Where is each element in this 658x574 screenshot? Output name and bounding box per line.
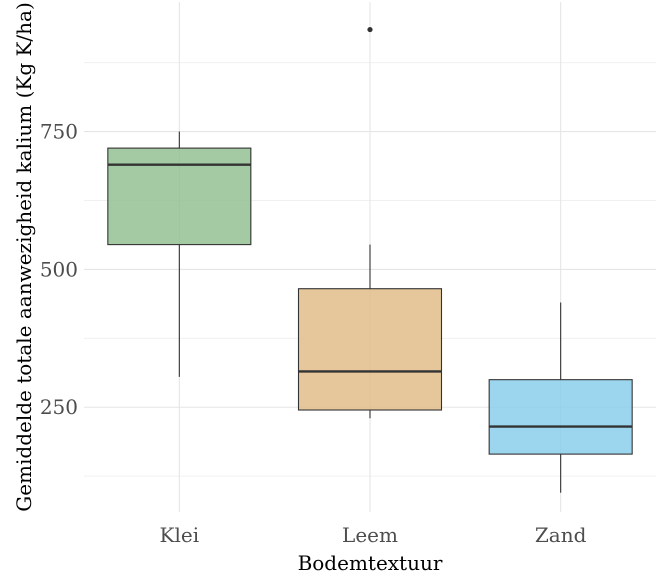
y-tick-label: 500: [40, 257, 78, 281]
y-tick-label: 250: [40, 395, 78, 419]
x-axis-title: Bodemtextuur: [298, 551, 443, 574]
iqr-box: [107, 147, 252, 246]
y-axis-title: Gemiddelde totale aanwezigheid kalium (K…: [12, 2, 36, 512]
box-klei: [107, 131, 252, 377]
outlier-point: [367, 26, 373, 33]
tick-layer: 250 500 750 Klei Leem Zand: [40, 120, 587, 547]
box-leem: [297, 26, 443, 419]
x-tick-label: Zand: [535, 523, 587, 547]
iqr-box: [488, 379, 633, 455]
x-tick-label: Klei: [160, 523, 200, 547]
x-tick-label: Leem: [342, 523, 398, 547]
y-tick-label: 750: [40, 120, 78, 144]
iqr-box: [297, 288, 443, 411]
box-layer: [107, 26, 633, 493]
box-zand: [488, 302, 633, 493]
